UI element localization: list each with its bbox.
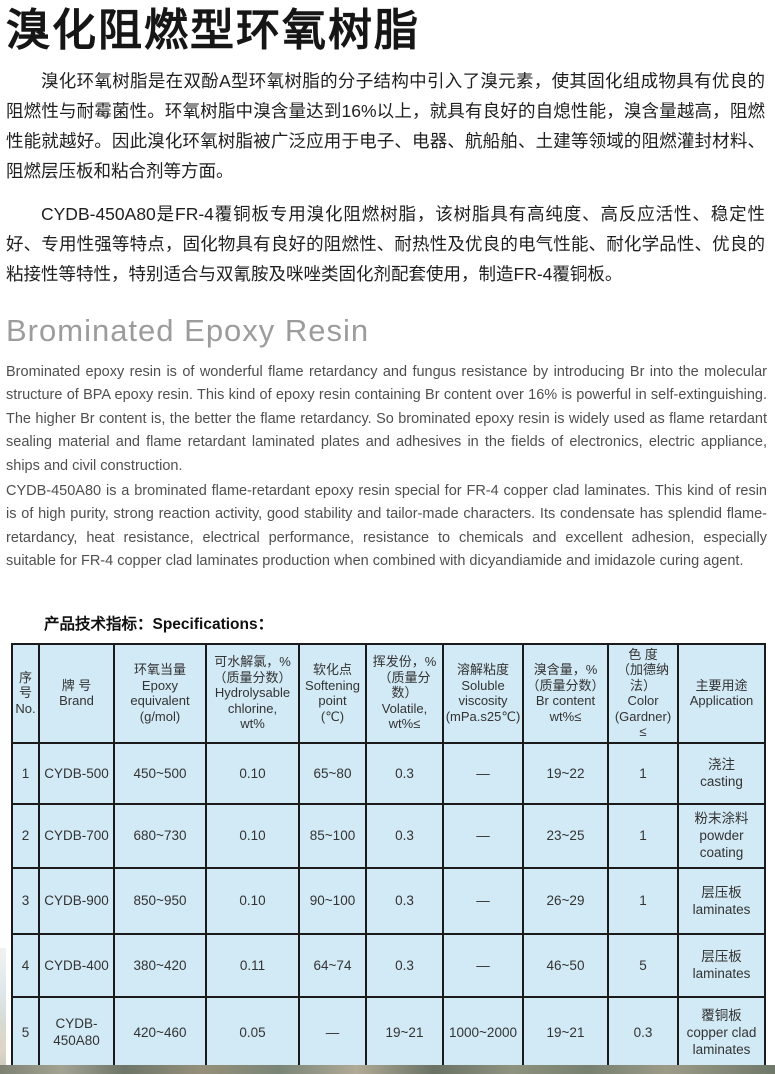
- table-cell: 23~25: [522, 802, 609, 869]
- table-cell: —: [442, 932, 524, 998]
- table-cell: 19~21: [365, 995, 444, 1069]
- table-cell: 19~22: [522, 741, 609, 805]
- en-paragraph-1: Brominated epoxy resin is of wonderful f…: [6, 364, 767, 474]
- table-cell: 1: [607, 802, 679, 869]
- table-cell: 85~100: [298, 802, 367, 869]
- table-cell: 0.3: [365, 802, 444, 869]
- table-cell: —: [298, 995, 367, 1069]
- table-cell: 1000~2000: [442, 995, 524, 1069]
- table-cell: CYDB-700: [38, 802, 115, 869]
- table-cell: —: [442, 741, 524, 805]
- header-brand: 牌 号 Brand: [38, 642, 115, 744]
- table-cell: 层压板 laminates: [677, 866, 766, 935]
- table-cell: 1: [607, 741, 679, 805]
- header-color-gardner: 色 度 （加德纳法） Color (Gardner) ≤: [607, 642, 679, 744]
- table-cell: 0.3: [607, 995, 679, 1069]
- header-softening-point: 软化点 Softening point (℃): [298, 642, 367, 744]
- table-cell: 覆铜板 copper clad laminates: [677, 995, 766, 1069]
- table-cell: 2: [11, 802, 40, 869]
- page-title: 溴化阻燃型环氧树脂: [6, 6, 420, 55]
- table-cell: 46~50: [522, 932, 609, 998]
- table-cell: 浇注 casting: [677, 741, 766, 805]
- header-no: 序 号 No.: [11, 642, 40, 744]
- table-row: 4 CYDB-400 380~420 0.11 64~74 0.3 — 46~5…: [11, 932, 766, 998]
- en-paragraph-2: CYDB-450A80 is a brominated flame-retard…: [6, 483, 767, 570]
- table-cell: 850~950: [113, 866, 207, 935]
- table-cell: 0.11: [205, 932, 300, 998]
- cn-paragraph-1: 溴化环氧树脂是在双酚A型环氧树脂的分子结构中引入了溴元素，使其固化组成物具有优良…: [6, 71, 765, 181]
- table-cell: 90~100: [298, 866, 367, 935]
- table-row: 5 CYDB-450A80 420~460 0.05 — 19~21 1000~…: [11, 995, 766, 1069]
- table-header-row: 序 号 No. 牌 号 Brand 环氧当量 Epoxy equivalent …: [11, 642, 766, 744]
- table-row: 2 CYDB-700 680~730 0.10 85~100 0.3 — 23~…: [11, 802, 766, 869]
- table-cell: 粉末涂料 powder coating: [677, 802, 766, 869]
- header-br-content: 溴含量，% （质量分数） Br content wt%≤: [522, 642, 609, 744]
- table-cell: 0.10: [205, 741, 300, 805]
- header-volatile: 挥发份，% （质量分数） Volatile, wt%≤: [365, 642, 444, 744]
- table-cell: CYDB-400: [38, 932, 115, 998]
- table-cell: 5: [11, 995, 40, 1069]
- photo-strip: [0, 1065, 775, 1074]
- table-cell: 65~80: [298, 741, 367, 805]
- header-epoxy-equivalent: 环氧当量 Epoxy equivalent (g/mol): [113, 642, 207, 744]
- table-cell: 0.10: [205, 866, 300, 935]
- table-cell: —: [442, 802, 524, 869]
- table-cell: 680~730: [113, 802, 207, 869]
- specifications-table: 序 号 No. 牌 号 Brand 环氧当量 Epoxy equivalent …: [11, 642, 766, 1069]
- table-cell: 0.3: [365, 741, 444, 805]
- table-cell: 64~74: [298, 932, 367, 998]
- header-hydrolysable-chlorine: 可水解氯，% （质量分数） Hydrolysable chlorine, wt%: [205, 642, 300, 744]
- table-cell: CYDB-500: [38, 741, 115, 805]
- table-cell: 19~21: [522, 995, 609, 1069]
- table-cell: 1: [607, 866, 679, 935]
- table-cell: CYDB-450A80: [38, 995, 115, 1069]
- table-cell: 0.3: [365, 932, 444, 998]
- header-application: 主要用途 Application: [677, 642, 766, 744]
- table-cell: 420~460: [113, 995, 207, 1069]
- table-cell: 3: [11, 866, 40, 935]
- header-soluble-viscosity: 溶解粘度 Soluble viscosity (mPa.s25℃): [442, 642, 524, 744]
- table-row: 3 CYDB-900 850~950 0.10 90~100 0.3 — 26~…: [11, 866, 766, 935]
- en-section-title: Brominated Epoxy Resin: [6, 313, 370, 348]
- table-cell: 0.10: [205, 802, 300, 869]
- table-cell: 5: [607, 932, 679, 998]
- table-cell: 0.3: [365, 866, 444, 935]
- table-cell: —: [442, 866, 524, 935]
- table-cell: 380~420: [113, 932, 207, 998]
- table-cell: CYDB-900: [38, 866, 115, 935]
- specifications-label: 产品技术指标：Specifications：: [44, 615, 274, 633]
- table-cell: 层压板 laminates: [677, 932, 766, 998]
- table-cell: 4: [11, 932, 40, 998]
- table-cell: 0.05: [205, 995, 300, 1069]
- table-cell: 450~500: [113, 741, 207, 805]
- background-photo-edge: [0, 948, 6, 1074]
- table-row: 1 CYDB-500 450~500 0.10 65~80 0.3 — 19~2…: [11, 741, 766, 805]
- table-cell: 1: [11, 741, 40, 805]
- cn-paragraph-2: CYDB-450A80是FR-4覆铜板专用溴化阻燃树脂，该树脂具有高纯度、高反应…: [6, 204, 765, 284]
- table-cell: 26~29: [522, 866, 609, 935]
